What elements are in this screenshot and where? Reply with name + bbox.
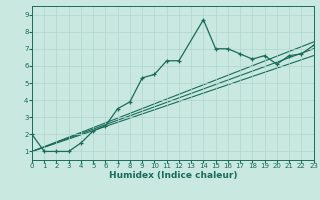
X-axis label: Humidex (Indice chaleur): Humidex (Indice chaleur)	[108, 171, 237, 180]
